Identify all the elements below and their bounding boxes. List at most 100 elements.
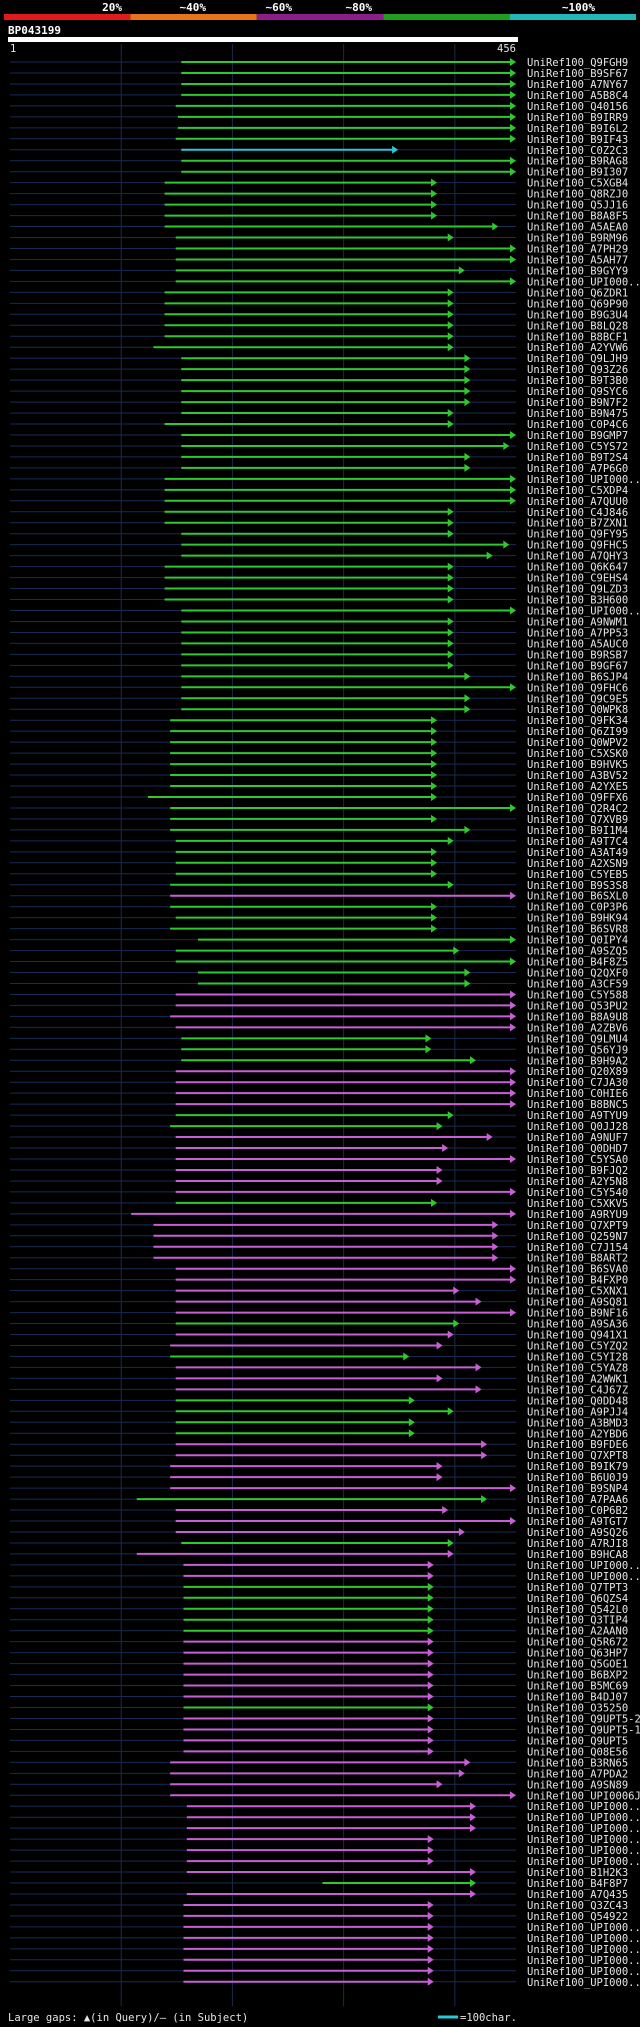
hit-label[interactable]: UniRef100_B9IF43 [527, 134, 628, 146]
hit-row[interactable]: UniRef100_UPI000... [10, 1933, 640, 1945]
hit-label[interactable]: UniRef100_UPI000... [527, 1801, 640, 1813]
hit-row[interactable]: UniRef100_B6U0J9 [10, 1472, 628, 1484]
hit-row[interactable]: UniRef100_B3RN65 [10, 1757, 628, 1769]
hit-row[interactable]: UniRef100_A2ZBV6 [10, 1022, 628, 1034]
hit-label[interactable]: UniRef100_Q0JJ28 [527, 1121, 628, 1133]
hit-label[interactable]: UniRef100_B9I6L2 [527, 123, 628, 135]
hit-label[interactable]: UniRef100_A2YBD6 [527, 1428, 628, 1440]
hit-row[interactable]: UniRef100_Q9LMU4 [10, 1033, 628, 1045]
hit-row[interactable]: UniRef100_A9SA36 [10, 1319, 628, 1331]
hit-label[interactable]: UniRef100_C5YEB5 [527, 869, 628, 881]
hit-label[interactable]: UniRef100_B9GF67 [527, 660, 628, 672]
hit-row[interactable]: UniRef100_Q5JJ16 [10, 200, 628, 212]
hit-label[interactable]: UniRef100_Q9LJH9 [527, 353, 628, 365]
hit-row[interactable]: UniRef100_Q5GOE1 [10, 1659, 628, 1671]
hit-row[interactable]: UniRef100_A7QHY3 [10, 551, 628, 563]
hit-row[interactable]: UniRef100_Q3ZC43 [10, 1900, 628, 1912]
hit-row[interactable]: UniRef100_C5XNX1 [10, 1286, 628, 1298]
hit-label[interactable]: UniRef100_Q9UPT5-2 [527, 1713, 640, 1725]
hit-row[interactable]: UniRef100_B9H9A2 [10, 1055, 628, 1067]
hit-row[interactable]: UniRef100_UPI000... [10, 1571, 640, 1583]
hit-label[interactable]: UniRef100_Q9FK34 [527, 715, 628, 727]
hit-row[interactable]: UniRef100_UPI000... [10, 606, 640, 618]
hit-row[interactable]: UniRef100_Q9FK34 [10, 715, 628, 727]
hit-row[interactable]: UniRef100_UPI000... [10, 1845, 640, 1857]
hit-row[interactable]: UniRef100_B9I307 [10, 167, 628, 179]
hit-label[interactable]: UniRef100_B4F8Z5 [527, 957, 628, 969]
hit-label[interactable]: UniRef100_Q7XPT8 [527, 1450, 628, 1462]
hit-row[interactable]: UniRef100_A7PP53 [10, 627, 628, 639]
hit-label[interactable]: UniRef100_Q0IPY4 [527, 935, 628, 947]
hit-row[interactable]: UniRef100_A7PDA2 [10, 1768, 628, 1780]
hit-row[interactable]: UniRef100_UPI000... [10, 474, 640, 486]
hit-row[interactable]: UniRef100_Q9SYC6 [10, 386, 628, 398]
hit-row[interactable]: UniRef100_C5YEB5 [10, 869, 628, 881]
hit-label[interactable]: UniRef100_B1H2K3 [527, 1867, 628, 1879]
hit-row[interactable]: UniRef100_O35250 [10, 1703, 628, 1715]
hit-label[interactable]: UniRef100_A2Y5N8 [527, 1176, 628, 1188]
hit-label[interactable]: UniRef100_Q9FHC6 [527, 682, 628, 694]
hit-label[interactable]: UniRef100_B6BXP2 [527, 1670, 628, 1682]
hit-label[interactable]: UniRef100_Q7XPT9 [527, 1220, 628, 1232]
hit-label[interactable]: UniRef100_C5XKV5 [527, 1198, 628, 1210]
hit-label[interactable]: UniRef100_Q9SYC6 [527, 386, 628, 398]
hit-row[interactable]: UniRef100_A9SQ81 [10, 1297, 628, 1309]
hit-row[interactable]: UniRef100_A9SQ26 [10, 1527, 628, 1539]
hit-label[interactable]: UniRef100_A7PAA6 [527, 1494, 628, 1506]
hit-label[interactable]: UniRef100_Q0WPV2 [527, 737, 628, 749]
hit-row[interactable]: UniRef100_B9I6L2 [10, 123, 628, 135]
hit-label[interactable]: UniRef100_A9TYU9 [527, 1110, 628, 1122]
hit-label[interactable]: UniRef100_B9I307 [527, 167, 628, 179]
hit-row[interactable]: UniRef100_Q56YJ9 [10, 1044, 628, 1056]
hit-row[interactable]: UniRef100_Q6ZI99 [10, 726, 628, 738]
hit-label[interactable]: UniRef100_B9FJQ2 [527, 1165, 628, 1177]
hit-row[interactable]: UniRef100_Q9FHC5 [10, 540, 628, 552]
hit-label[interactable]: UniRef100_C5YI28 [527, 1351, 628, 1363]
hit-label[interactable]: UniRef100_Q9C9E5 [527, 693, 628, 705]
hit-row[interactable]: UniRef100_A2YVW6 [10, 342, 628, 354]
hit-label[interactable]: UniRef100_B8A9U8 [527, 1011, 628, 1023]
hit-label[interactable]: UniRef100_Q5R672 [527, 1637, 628, 1649]
hit-label[interactable]: UniRef100_B8ART2 [527, 1253, 628, 1265]
hit-label[interactable]: UniRef100_A9SN89 [527, 1779, 628, 1791]
hit-label[interactable]: UniRef100_A9SQ26 [527, 1527, 628, 1539]
hit-row[interactable]: UniRef100_C4J67Z [10, 1384, 628, 1396]
hit-row[interactable]: UniRef100_Q9C9E5 [10, 693, 628, 705]
hit-row[interactable]: UniRef100_C0P3P6 [10, 902, 628, 914]
hit-row[interactable]: UniRef100_Q9LZD3 [10, 584, 628, 596]
hit-row[interactable]: UniRef100_C4J846 [10, 507, 628, 519]
hit-row[interactable]: UniRef100_B5MC69 [10, 1681, 628, 1693]
hit-label[interactable]: UniRef100_B8A8F5 [527, 211, 628, 223]
hit-row[interactable]: UniRef100_Q3TIP4 [10, 1615, 628, 1627]
hit-label[interactable]: UniRef100_C5YZQ2 [527, 1340, 628, 1352]
hit-row[interactable]: UniRef100_C5Y540 [10, 1187, 628, 1199]
hit-label[interactable]: UniRef100_C5Y588 [527, 989, 628, 1001]
hit-label[interactable]: UniRef100_Q9UPT5 [527, 1735, 628, 1747]
hit-row[interactable]: UniRef100_A2AAN0 [10, 1626, 628, 1638]
hit-label[interactable]: UniRef100_B9N7F2 [527, 397, 628, 409]
hit-row[interactable]: UniRef100_Q63HP7 [10, 1648, 628, 1660]
hit-row[interactable]: UniRef100_B9GF67 [10, 660, 628, 672]
hit-row[interactable]: UniRef100_Q0WPV2 [10, 737, 628, 749]
hit-label[interactable]: UniRef100_UPI000... [527, 1944, 640, 1956]
hit-row[interactable]: UniRef100_B4DJ07 [10, 1692, 628, 1704]
hit-row[interactable]: UniRef100_B9HCA8 [10, 1549, 628, 1561]
hit-row[interactable]: UniRef100_Q9LJH9 [10, 353, 628, 365]
hit-row[interactable]: UniRef100_C5XDP4 [10, 485, 628, 497]
hit-label[interactable]: UniRef100_A2YXE5 [527, 781, 628, 793]
hit-label[interactable]: UniRef100_Q7XVB9 [527, 814, 628, 826]
hit-row[interactable]: UniRef100_B9T2S4 [10, 452, 628, 464]
hit-row[interactable]: UniRef100_Q2R4C2 [10, 803, 628, 815]
hit-row[interactable]: UniRef100_A9SN89 [10, 1779, 628, 1791]
hit-row[interactable]: UniRef100_C0Z2C3 [10, 145, 628, 157]
hit-label[interactable]: UniRef100_B9GMP7 [527, 430, 628, 442]
hit-row[interactable]: UniRef100_C0HIE6 [10, 1088, 628, 1100]
hit-row[interactable]: UniRef100_A9T7C4 [10, 836, 628, 848]
hit-row[interactable]: UniRef100_Q6ZDR1 [10, 287, 628, 299]
hit-row[interactable]: UniRef100_C5YSA0 [10, 1154, 628, 1166]
hit-row[interactable]: UniRef100_B9N475 [10, 408, 628, 420]
hit-row[interactable]: UniRef100_B9IK79 [10, 1461, 628, 1473]
hit-label[interactable]: UniRef100_UPI000... [527, 1922, 640, 1934]
hit-label[interactable]: UniRef100_Q9LZD3 [527, 584, 628, 596]
hit-label[interactable]: UniRef100_C0P3P6 [527, 902, 628, 914]
